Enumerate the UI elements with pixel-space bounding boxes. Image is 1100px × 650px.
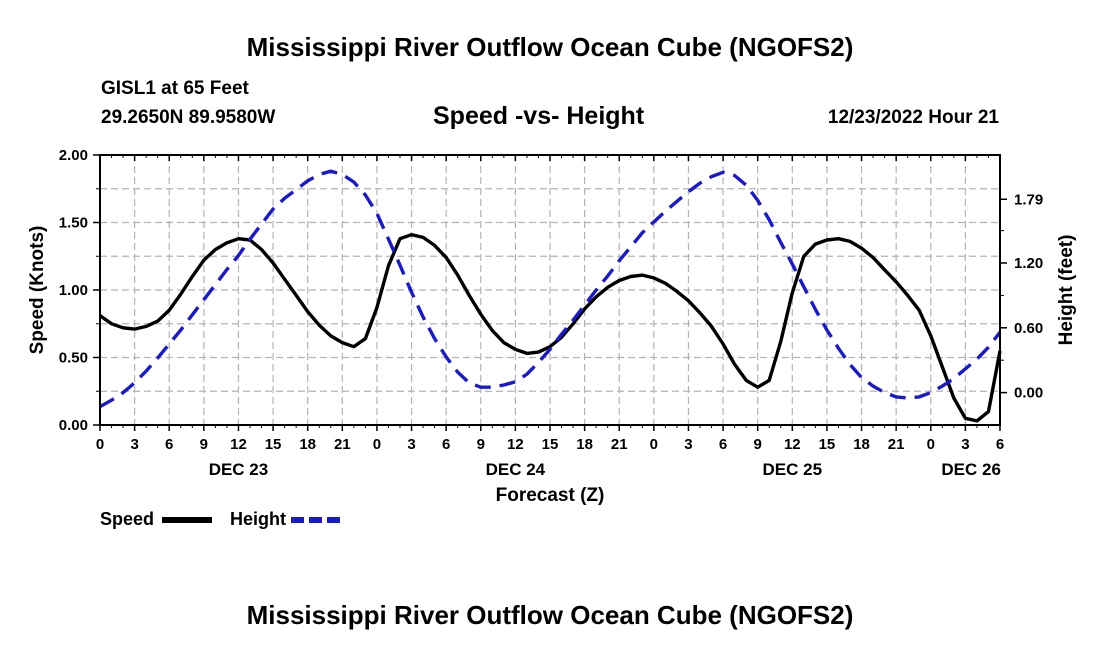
x-tick-label: 9	[754, 436, 762, 453]
x-tick-label: 3	[407, 436, 415, 453]
plot-title: Speed -vs- Height	[433, 102, 645, 130]
y-tick-label: 0.50	[59, 350, 88, 367]
y-axis-title: Speed (Knots)	[27, 226, 48, 355]
x-tick-label: 3	[130, 436, 138, 453]
y2-tick-label: 0.60	[1014, 320, 1043, 337]
x-tick-label: 6	[165, 436, 173, 453]
legend-height-swatch	[291, 517, 343, 523]
x-tick-label: 0	[96, 436, 104, 453]
page-title: Mississippi River Outflow Ocean Cube (NG…	[246, 32, 854, 62]
x-tick-label: 3	[684, 436, 692, 453]
x-tick-label: 21	[334, 436, 351, 453]
legend-height-label: Height	[230, 509, 286, 529]
page-title-repeat: Mississippi River Outflow Ocean Cube (NG…	[246, 600, 854, 630]
legend-speed-label: Speed	[100, 509, 155, 529]
y2-tick-label: 0.00	[1014, 385, 1043, 402]
station-label: GISL1 at 65 Feet	[101, 78, 249, 99]
date-label: DEC 25	[763, 460, 823, 479]
y2-axis-title: Height (feet)	[1056, 235, 1077, 346]
x-tick-label: 0	[373, 436, 381, 453]
x-tick-label: 12	[230, 436, 247, 453]
x-tick-label: 6	[442, 436, 450, 453]
x-tick-label: 18	[576, 436, 593, 453]
y2-tick-label: 1.20	[1014, 255, 1043, 272]
forecast-timestamp: 12/23/2022 Hour 21	[827, 107, 999, 128]
date-label: DEC 23	[209, 460, 269, 479]
x-tick-label: 6	[996, 436, 1004, 453]
x-tick-label: 21	[888, 436, 905, 453]
date-label: DEC 24	[486, 460, 546, 479]
x-tick-label: 12	[784, 436, 801, 453]
y2-tick-label: 1.79	[1014, 191, 1043, 208]
x-tick-label: 21	[611, 436, 628, 453]
x-tick-label: 0	[650, 436, 658, 453]
station-coordinates: 29.2650N 89.9580W	[101, 107, 276, 128]
legend-speed-swatch	[162, 517, 212, 523]
x-tick-label: 12	[507, 436, 524, 453]
x-tick-label: 9	[477, 436, 485, 453]
speed-height-chart: 0 3 6 9 12 15 18 21 0 3 6 9 12 15 18 21 0 3 6 9 12 15 18 21 0 3 6 0…	[27, 147, 1077, 506]
date-label: DEC 26	[941, 460, 1001, 479]
y-tick-label: 1.00	[59, 282, 88, 299]
y-tick-label: 2.00	[59, 147, 88, 164]
y-tick-label: 0.00	[59, 417, 88, 434]
x-tick-label: 18	[853, 436, 870, 453]
x-tick-label: 18	[299, 436, 316, 453]
x-tick-label: 15	[265, 436, 282, 453]
plot-frame	[99, 154, 1001, 426]
y-tick-label: 1.50	[59, 215, 88, 232]
x-tick-label: 3	[961, 436, 969, 453]
series-line-height	[99, 169, 1002, 409]
x-tick-label: 9	[200, 436, 208, 453]
x-tick-label: 15	[819, 436, 836, 453]
x-tick-label: 0	[927, 436, 935, 453]
x-tick-label: 15	[542, 436, 559, 453]
x-tick-label: 6	[719, 436, 727, 453]
x-axis-title: Forecast (Z)	[496, 485, 605, 506]
